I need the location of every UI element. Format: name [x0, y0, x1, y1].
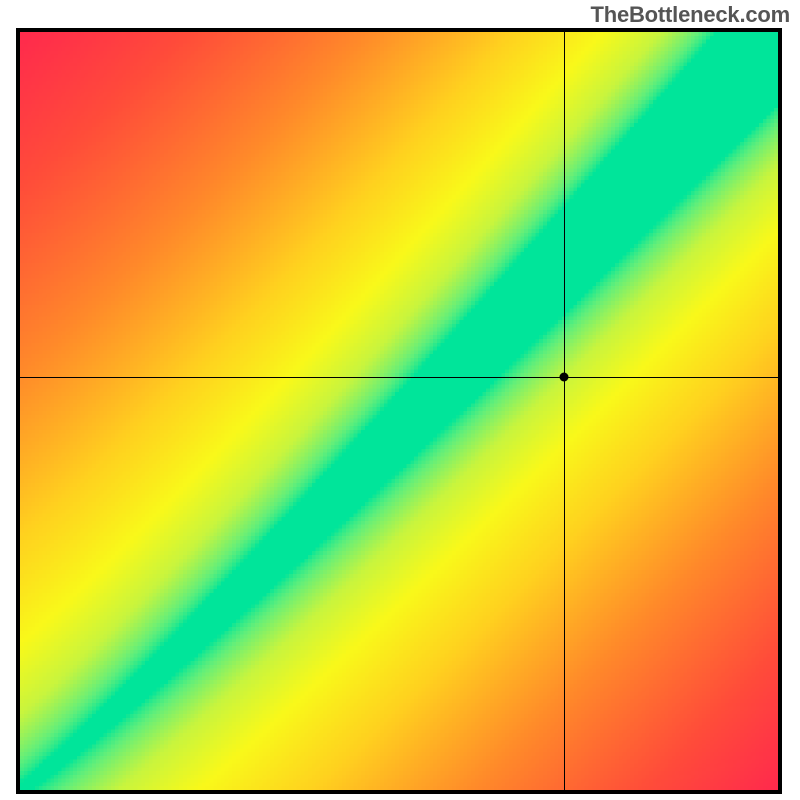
- heatmap-plot-area: [16, 28, 782, 794]
- selected-point-marker: [560, 372, 569, 381]
- crosshair-vertical: [564, 32, 565, 790]
- crosshair-horizontal: [20, 377, 778, 378]
- watermark-text: TheBottleneck.com: [590, 2, 790, 28]
- heatmap-gradient: [20, 32, 778, 790]
